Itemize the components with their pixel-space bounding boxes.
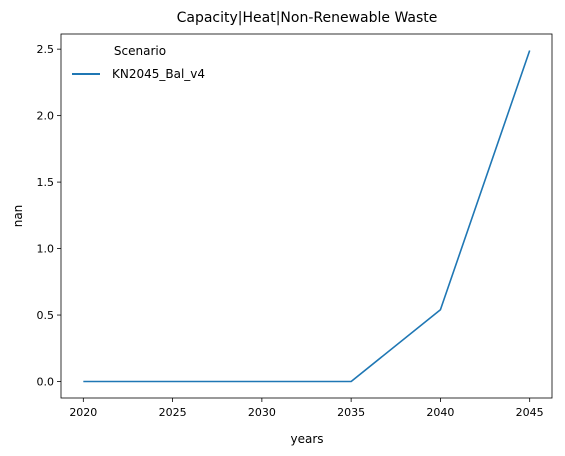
y-tick-label: 1.0 (37, 243, 55, 256)
x-tick-label: 2030 (248, 406, 276, 419)
x-tick-label: 2040 (426, 406, 454, 419)
y-tick-label: 0.0 (37, 376, 55, 389)
x-axis-label: years (290, 432, 323, 446)
axes-frame (60, 33, 553, 399)
legend-title: Scenario (114, 44, 166, 58)
y-tick-label: 2.0 (37, 110, 55, 123)
x-tick-label: 2035 (337, 406, 365, 419)
y-tick-label: 2.5 (37, 43, 55, 56)
y-tick-label: 1.5 (37, 176, 55, 189)
legend-entry-label: KN2045_Bal_v4 (112, 67, 205, 81)
plot-area: 2020 2025 2030 2035 2040 2045 0.0 0.5 1.0 1.5 2.0 2… (37, 33, 553, 419)
y-axis-label: nan (11, 205, 25, 228)
y-tick-label: 0.5 (37, 309, 55, 322)
legend: Scenario KN2045_Bal_v4 (72, 44, 205, 81)
x-tick-label: 2045 (516, 406, 544, 419)
x-tick-label: 2025 (159, 406, 187, 419)
chart-title: Capacity|Heat|Non-Renewable Waste (177, 10, 438, 26)
x-tick-label: 2020 (69, 406, 97, 419)
series-line-KN2045_Bal_v4 (83, 50, 531, 383)
